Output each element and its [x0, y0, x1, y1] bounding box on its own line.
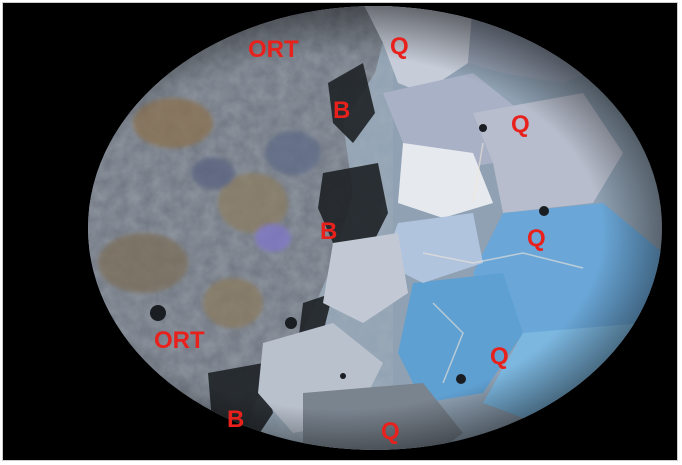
mineral-label: B [333, 97, 351, 124]
micrograph-frame: ORT Q B Q B Q ORT Q B Q [2, 2, 678, 461]
thin-section-micrograph [88, 6, 662, 450]
mineral-label: ORT [248, 36, 299, 63]
mineral-label: Q [490, 343, 509, 370]
mineral-label: Q [381, 418, 400, 445]
mineral-label: Q [390, 33, 409, 60]
mineral-label: B [320, 218, 338, 245]
field-of-view [88, 6, 662, 450]
mineral-label: Q [511, 111, 530, 138]
mineral-label: ORT [154, 327, 205, 354]
mineral-label: B [227, 406, 245, 433]
mineral-label: Q [527, 225, 546, 252]
